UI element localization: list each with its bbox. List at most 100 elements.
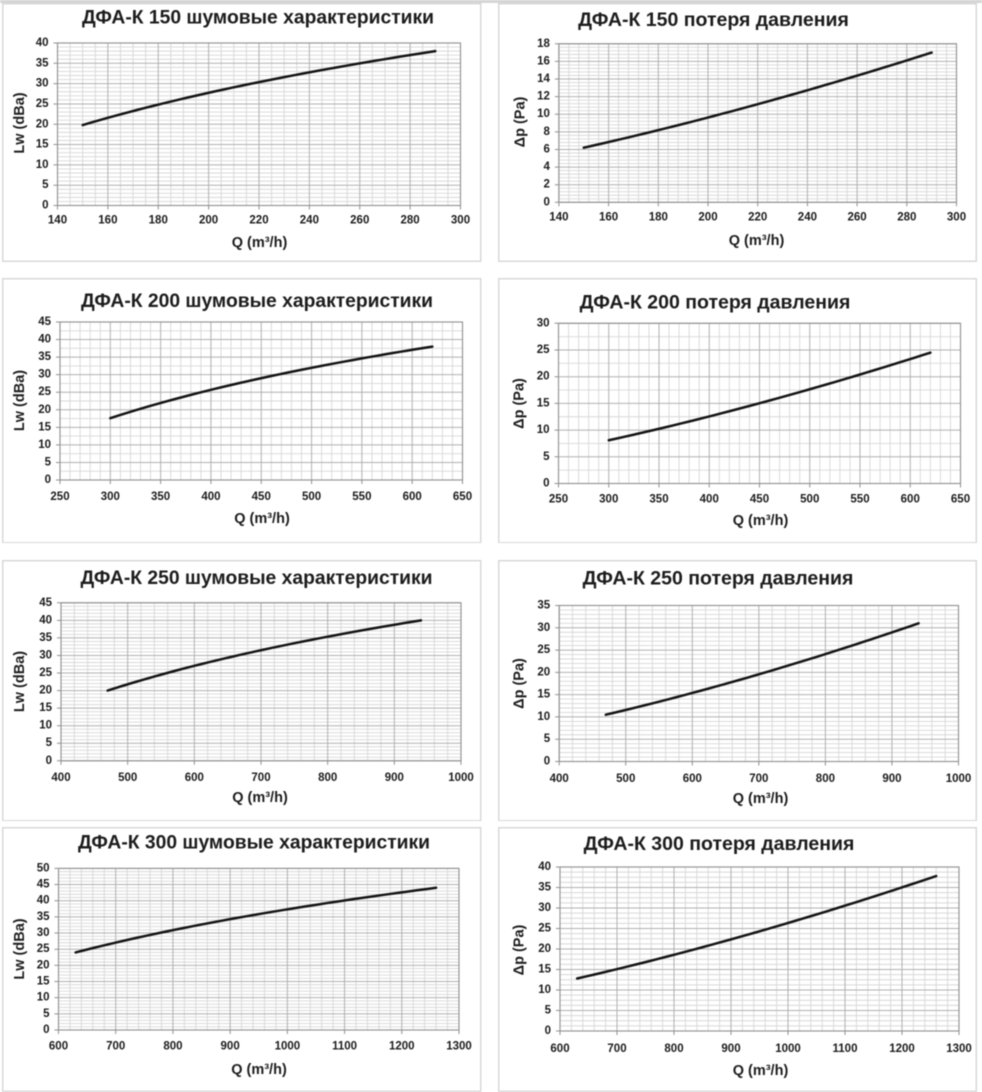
svg-text:40: 40 — [39, 614, 52, 626]
svg-text:ДФА-К 250 шумовые характеристи: ДФА-К 250 шумовые характеристики — [80, 568, 432, 589]
svg-text:Lw (dBa): Lw (dBa) — [12, 92, 28, 153]
svg-text:35: 35 — [537, 599, 550, 611]
svg-text:200: 200 — [698, 212, 717, 224]
svg-text:25: 25 — [536, 344, 549, 356]
svg-text:0: 0 — [544, 1025, 550, 1037]
svg-text:650: 650 — [950, 493, 969, 505]
svg-text:25: 25 — [38, 386, 51, 398]
svg-text:4: 4 — [543, 161, 550, 173]
svg-text:15: 15 — [536, 397, 549, 409]
svg-text:260: 260 — [350, 215, 369, 227]
svg-text:140: 140 — [549, 212, 568, 224]
svg-text:700: 700 — [251, 772, 270, 784]
svg-text:Lw (dBa): Lw (dBa) — [12, 369, 28, 430]
svg-text:0: 0 — [543, 196, 549, 208]
svg-text:10: 10 — [36, 159, 49, 171]
svg-text:400: 400 — [201, 491, 220, 503]
svg-text:800: 800 — [664, 1043, 683, 1055]
svg-text:18: 18 — [537, 38, 550, 50]
svg-text:280: 280 — [897, 212, 916, 224]
svg-text:Lw (dBa): Lw (dBa) — [12, 650, 28, 711]
svg-text:300: 300 — [451, 215, 470, 227]
svg-text:40: 40 — [36, 37, 49, 49]
svg-text:1300: 1300 — [946, 1043, 972, 1055]
svg-text:1200: 1200 — [889, 1043, 915, 1055]
svg-text:Q (m³/h): Q (m³/h) — [728, 233, 784, 249]
svg-text:ДФА-К 300 потеря давления: ДФА-К 300 потеря давления — [583, 833, 854, 855]
svg-text:0: 0 — [43, 1024, 49, 1036]
svg-text:300: 300 — [101, 491, 120, 503]
svg-text:10: 10 — [537, 710, 550, 722]
svg-text:300: 300 — [946, 212, 965, 224]
svg-text:Q (m³/h): Q (m³/h) — [732, 1063, 788, 1079]
svg-text:25: 25 — [537, 644, 550, 656]
svg-text:10: 10 — [37, 992, 50, 1004]
svg-text:45: 45 — [38, 316, 51, 328]
svg-text:14: 14 — [537, 73, 550, 85]
svg-text:0: 0 — [543, 477, 549, 489]
svg-text:700: 700 — [106, 1041, 125, 1053]
svg-text:40: 40 — [38, 333, 51, 345]
svg-text:700: 700 — [607, 1043, 626, 1055]
svg-text:140: 140 — [48, 215, 67, 227]
svg-text:10: 10 — [38, 438, 51, 450]
svg-text:600: 600 — [49, 1041, 68, 1053]
svg-text:500: 500 — [118, 772, 137, 784]
svg-text:20: 20 — [538, 943, 551, 955]
svg-text:1200: 1200 — [389, 1041, 415, 1053]
svg-text:35: 35 — [538, 882, 551, 894]
svg-text:35: 35 — [39, 631, 52, 643]
svg-text:Δp (Pa): Δp (Pa) — [512, 96, 528, 147]
svg-text:600: 600 — [900, 493, 919, 505]
svg-text:800: 800 — [815, 773, 834, 785]
svg-text:25: 25 — [37, 943, 50, 955]
svg-text:450: 450 — [749, 493, 768, 505]
svg-text:240: 240 — [300, 215, 319, 227]
svg-text:15: 15 — [537, 688, 550, 700]
svg-text:Δp (Pa): Δp (Pa) — [511, 924, 527, 975]
svg-text:5: 5 — [543, 733, 550, 745]
svg-text:2: 2 — [543, 179, 549, 191]
svg-text:1000: 1000 — [275, 1041, 301, 1053]
svg-text:10: 10 — [537, 108, 550, 120]
svg-text:30: 30 — [36, 78, 49, 90]
svg-text:1000: 1000 — [945, 773, 971, 785]
svg-text:350: 350 — [649, 493, 668, 505]
svg-text:400: 400 — [51, 772, 70, 784]
svg-text:30: 30 — [537, 621, 550, 633]
svg-text:0: 0 — [46, 754, 52, 766]
svg-text:ДФА-К 150 потеря давления: ДФА-К 150 потеря давления — [578, 9, 849, 31]
svg-text:10: 10 — [538, 984, 551, 996]
svg-text:500: 500 — [800, 493, 819, 505]
svg-text:10: 10 — [39, 719, 52, 731]
svg-text:240: 240 — [797, 212, 816, 224]
svg-text:500: 500 — [302, 491, 321, 503]
svg-text:600: 600 — [403, 491, 422, 503]
svg-text:12: 12 — [537, 91, 550, 103]
svg-text:Q (m³/h): Q (m³/h) — [232, 235, 288, 251]
svg-text:Q (m³/h): Q (m³/h) — [732, 513, 788, 529]
svg-text:15: 15 — [37, 976, 50, 988]
svg-text:260: 260 — [847, 212, 866, 224]
svg-text:15: 15 — [38, 421, 51, 433]
svg-text:1100: 1100 — [332, 1041, 357, 1053]
svg-text:400: 400 — [699, 493, 718, 505]
svg-text:160: 160 — [599, 212, 618, 224]
svg-text:5: 5 — [544, 1005, 551, 1017]
svg-text:30: 30 — [39, 649, 52, 661]
svg-text:35: 35 — [38, 351, 51, 363]
svg-text:8: 8 — [543, 126, 550, 138]
svg-text:600: 600 — [682, 773, 701, 785]
svg-text:900: 900 — [882, 773, 901, 785]
svg-text:600: 600 — [550, 1043, 569, 1055]
svg-text:20: 20 — [38, 403, 51, 415]
svg-text:ДФА-К 150 шумовые характеристи: ДФА-К 150 шумовые характеристики — [82, 8, 434, 29]
svg-text:5: 5 — [46, 737, 53, 749]
svg-text:0: 0 — [45, 474, 51, 486]
svg-text:45: 45 — [37, 879, 50, 891]
svg-text:5: 5 — [42, 179, 49, 191]
svg-text:35: 35 — [37, 911, 50, 923]
svg-text:300: 300 — [599, 493, 618, 505]
svg-text:250: 250 — [50, 491, 69, 503]
svg-text:ДФА-К 200 шумовые характеристи: ДФА-К 200 шумовые характеристики — [81, 291, 433, 312]
